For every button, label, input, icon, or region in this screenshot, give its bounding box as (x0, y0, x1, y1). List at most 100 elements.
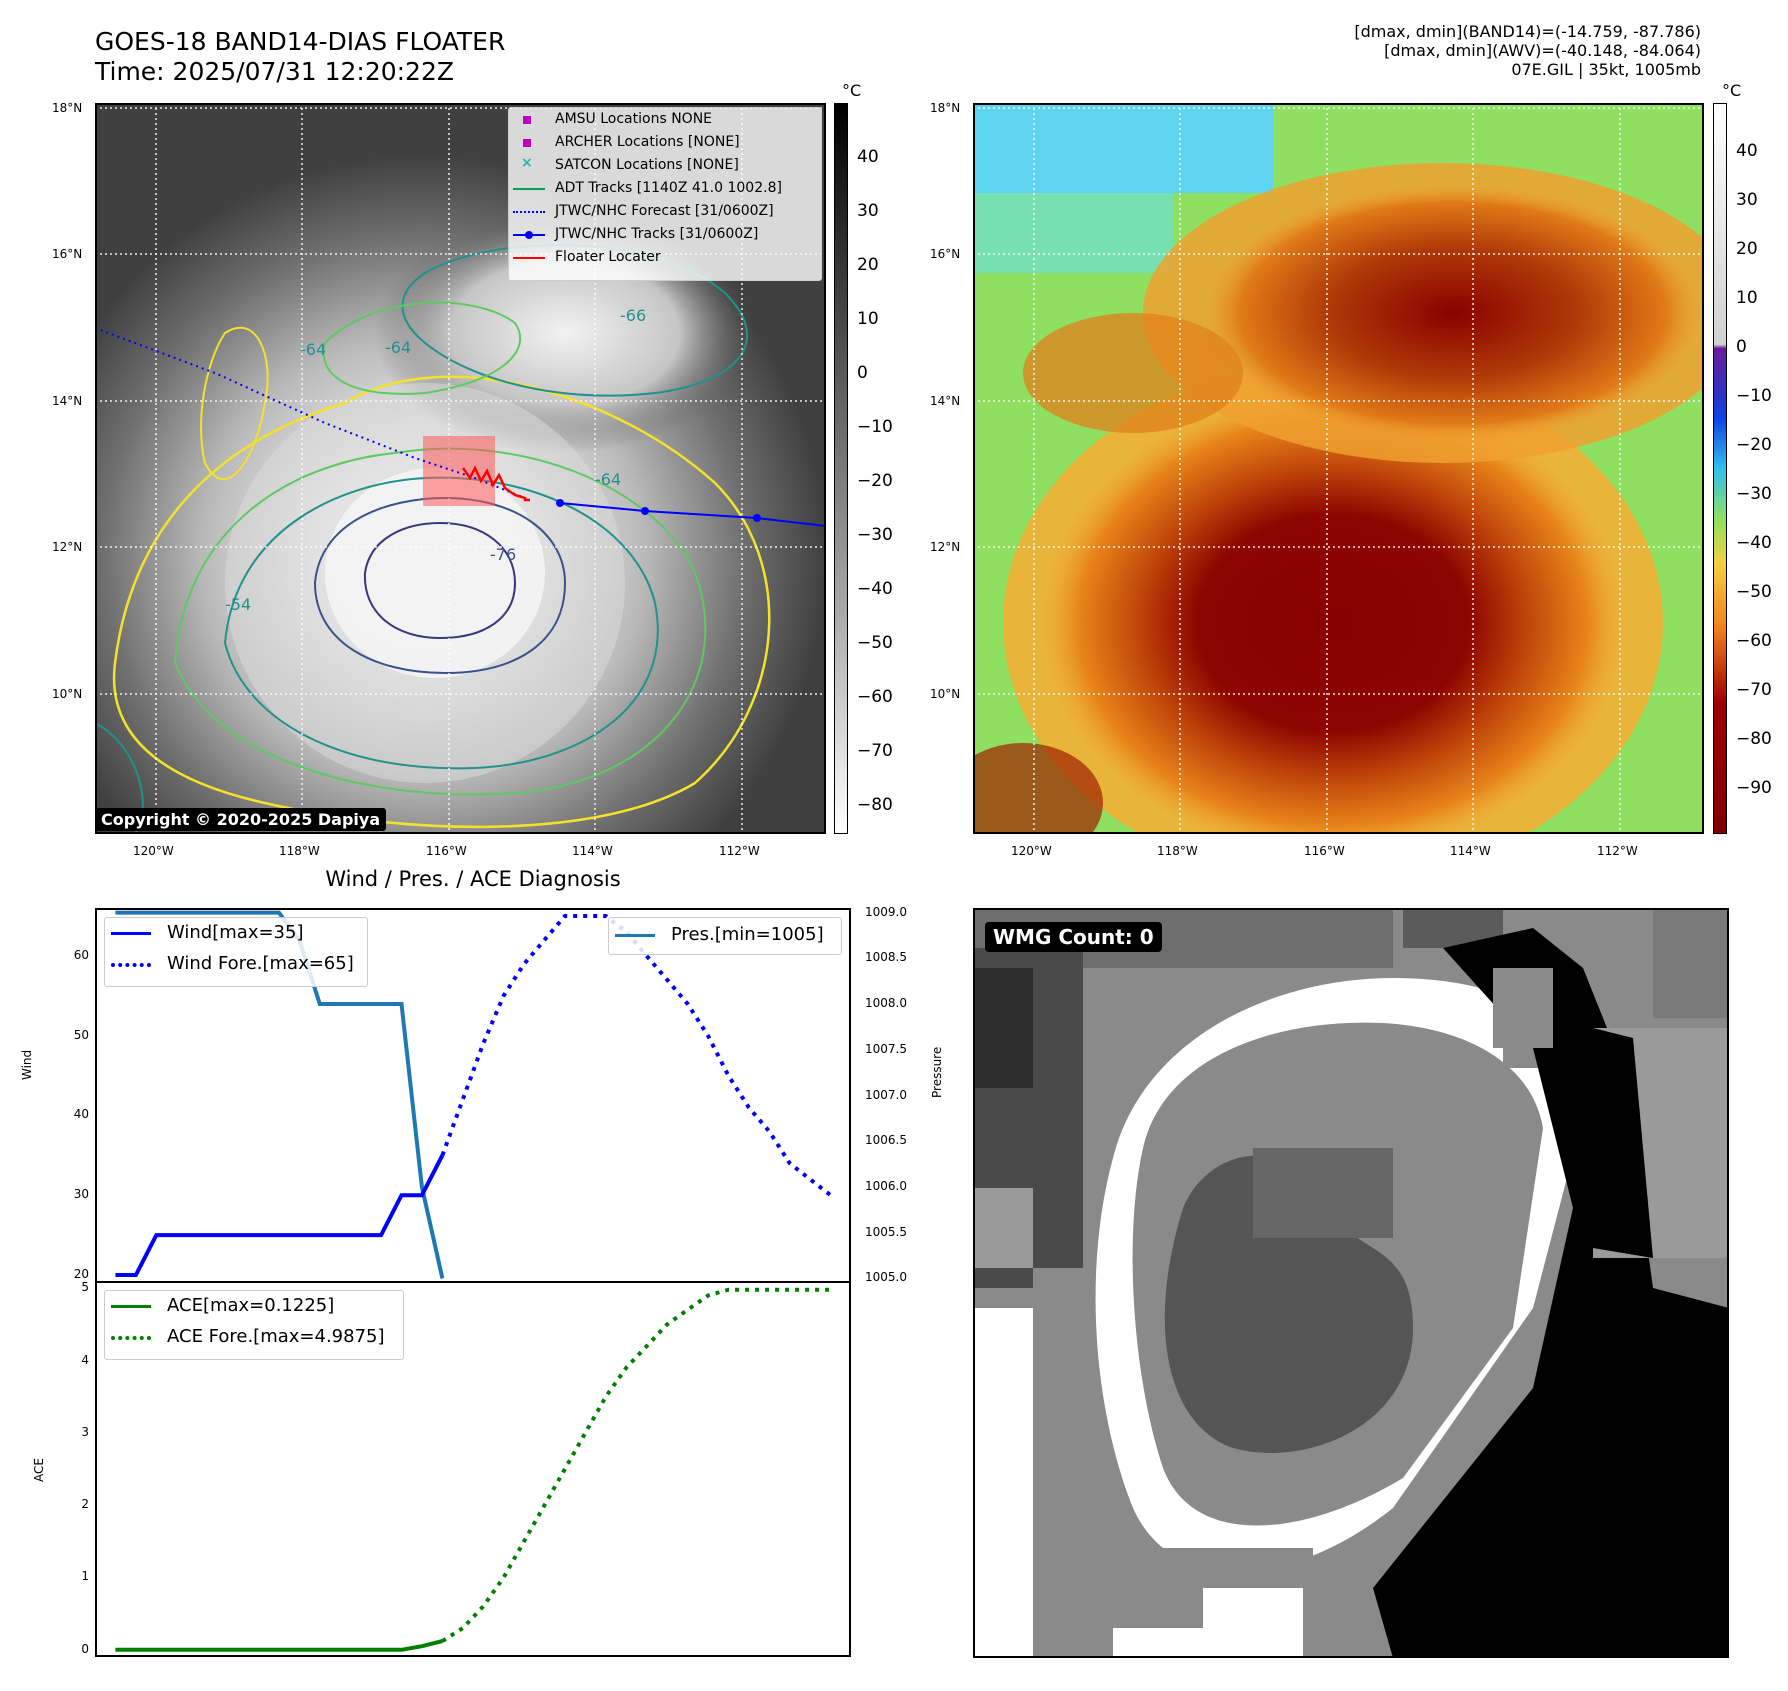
contour-label-3: -64 (595, 470, 621, 489)
info-awv: [dmax, dmin](AWV)=(-40.148, -84.064) (1384, 41, 1701, 60)
floater-line-icon (513, 257, 545, 259)
info-storm: 07E.GIL | 35kt, 1005mb (1511, 60, 1701, 79)
rcb-tick-m70: −70 (1736, 680, 1772, 700)
figure-title: GOES-18 BAND14-DIAS FLOATER (95, 27, 506, 56)
copyright-badge: Copyright © 2020-2025 Dapiya (95, 808, 387, 831)
floater-box (423, 436, 495, 506)
wmg-panel: WMG Count: 0 (973, 908, 1729, 1658)
lcb-tick-m60: −60 (857, 687, 893, 707)
info-band14: [dmax, dmin](BAND14)=(-14.759, -87.786) (1354, 22, 1701, 41)
jtwc-point-3 (753, 514, 761, 522)
satcon-marker-icon: × (521, 155, 533, 171)
color-map-gridlines (973, 103, 1704, 834)
wind-pressure-plot (115, 910, 832, 1279)
lcb-tick-m50: −50 (857, 633, 893, 653)
r-lat-label-10: 10°N (930, 687, 961, 701)
legend-ace-fore: ACE Fore.[max=4.9875] (167, 1326, 385, 1347)
lat-label-14: 14°N (52, 394, 83, 408)
lat-label-16: 16°N (52, 247, 83, 261)
wmg-count-badge: WMG Count: 0 (985, 922, 1162, 952)
series-line-pressure (115, 910, 445, 1279)
wind-tick-label-4: 60 (73, 947, 89, 962)
ace-tick-label-1: 1 (81, 1569, 89, 1584)
r-lon-label-120: 120°W (1011, 844, 1052, 858)
rcb-tick-0: 0 (1736, 337, 1747, 357)
map-legend: AMSU Locations NONE ARCHER Locations [NO… (508, 107, 822, 281)
jtwc-point-2 (641, 507, 649, 515)
lcb-tick-20: 20 (857, 255, 879, 275)
rcb-tick-m50: −50 (1736, 582, 1772, 602)
lcb-tick-0: 0 (857, 363, 868, 383)
ace-ylabel: ACE (32, 1458, 46, 1482)
r-lat-label-16: 16°N (930, 247, 961, 261)
rcb-tick-m60: −60 (1736, 631, 1772, 651)
lcb-tick-m40: −40 (857, 579, 893, 599)
pressure-tick-label-4: 1007.0 (865, 1087, 907, 1102)
legend-pres: Pres.[min=1005] (671, 924, 824, 945)
lon-label-112: 112°W (719, 844, 760, 858)
rcb-tick-30: 30 (1736, 190, 1758, 210)
ace-axes-frame (95, 1281, 851, 1657)
lat-label-10: 10°N (52, 687, 83, 701)
wind-tick-label-1: 30 (73, 1187, 89, 1202)
rcb-tick-20: 20 (1736, 239, 1758, 259)
legend-archer: ARCHER Locations [NONE] (555, 134, 740, 150)
lat-label-18: 18°N (52, 101, 83, 115)
legend-ace: ACE[max=0.1225] (167, 1295, 335, 1316)
ace-plot (115, 1287, 831, 1652)
adt-line-icon (513, 188, 545, 190)
rcb-tick-m80: −80 (1736, 729, 1772, 749)
wind-legend-line-icon (111, 932, 151, 935)
r-lon-label-118: 118°W (1157, 844, 1198, 858)
r-lon-label-112: 112°W (1597, 844, 1638, 858)
ace-tick-label-4: 4 (81, 1352, 89, 1367)
legend-satcon: SATCON Locations [NONE] (555, 157, 739, 173)
ace-fore-legend-line-icon (111, 1336, 151, 1340)
r-lon-label-116: 116°W (1304, 844, 1345, 858)
pressure-tick-label-0: 1005.0 (865, 1270, 907, 1285)
lcb-tick-m20: −20 (857, 471, 893, 491)
contour-label-2: -54 (225, 595, 251, 614)
pressure-tick-label-2: 1006.0 (865, 1178, 907, 1193)
wind-tick-label-0: 20 (73, 1267, 89, 1282)
lcb-tick-m80: −80 (857, 795, 893, 815)
wind-tick-label-3: 50 (73, 1027, 89, 1042)
wind-ylabel: Wind (20, 1049, 34, 1080)
left-colorbar-unit: °C (842, 81, 862, 100)
lon-label-116: 116°W (426, 844, 467, 858)
lat-label-12: 12°N (52, 540, 83, 554)
left-colorbar (834, 103, 848, 834)
color-map (973, 103, 1704, 834)
lcb-tick-30: 30 (857, 201, 879, 221)
archer-marker-icon (523, 139, 531, 147)
amsu-marker-icon (523, 116, 531, 124)
wmg-frame (973, 908, 1729, 1658)
ace-tick-label-0: 0 (81, 1641, 89, 1656)
series-line-ace-0 (115, 1639, 443, 1652)
figure-time: Time: 2025/07/31 12:20:22Z (95, 57, 454, 86)
ir-map-frame (95, 103, 826, 834)
ace-tick-label-5: 5 (81, 1280, 89, 1295)
contour-label-5: -66 (620, 306, 646, 325)
pres-legend: Pres.[min=1005] (608, 917, 842, 955)
wmg-image (973, 908, 1729, 1658)
rcb-tick-m20: −20 (1736, 435, 1772, 455)
legend-wind-fore: Wind Fore.[max=65] (167, 953, 354, 974)
lcb-tick-10: 10 (857, 309, 879, 329)
lcb-tick-m10: −10 (857, 417, 893, 437)
lcb-tick-m30: −30 (857, 525, 893, 545)
series-line-wind-0 (115, 1154, 445, 1277)
lon-label-114: 114°W (572, 844, 613, 858)
diagnosis-title: Wind / Pres. / ACE Diagnosis (325, 867, 621, 891)
lcb-tick-m70: −70 (857, 741, 893, 761)
rcb-tick-m30: −30 (1736, 484, 1772, 504)
lon-label-120: 120°W (133, 844, 174, 858)
rcb-tick-10: 10 (1736, 288, 1758, 308)
r-lat-label-12: 12°N (930, 540, 961, 554)
legend-wind: Wind[max=35] (167, 922, 304, 943)
r-lat-label-14: 14°N (930, 394, 961, 408)
r-lat-label-18: 18°N (930, 101, 961, 115)
ace-tick-label-2: 2 (81, 1497, 89, 1512)
rcb-tick-40: 40 (1736, 141, 1758, 161)
ace-chart: ACE[max=0.1225] ACE Fore.[max=4.9875] (95, 1281, 851, 1657)
